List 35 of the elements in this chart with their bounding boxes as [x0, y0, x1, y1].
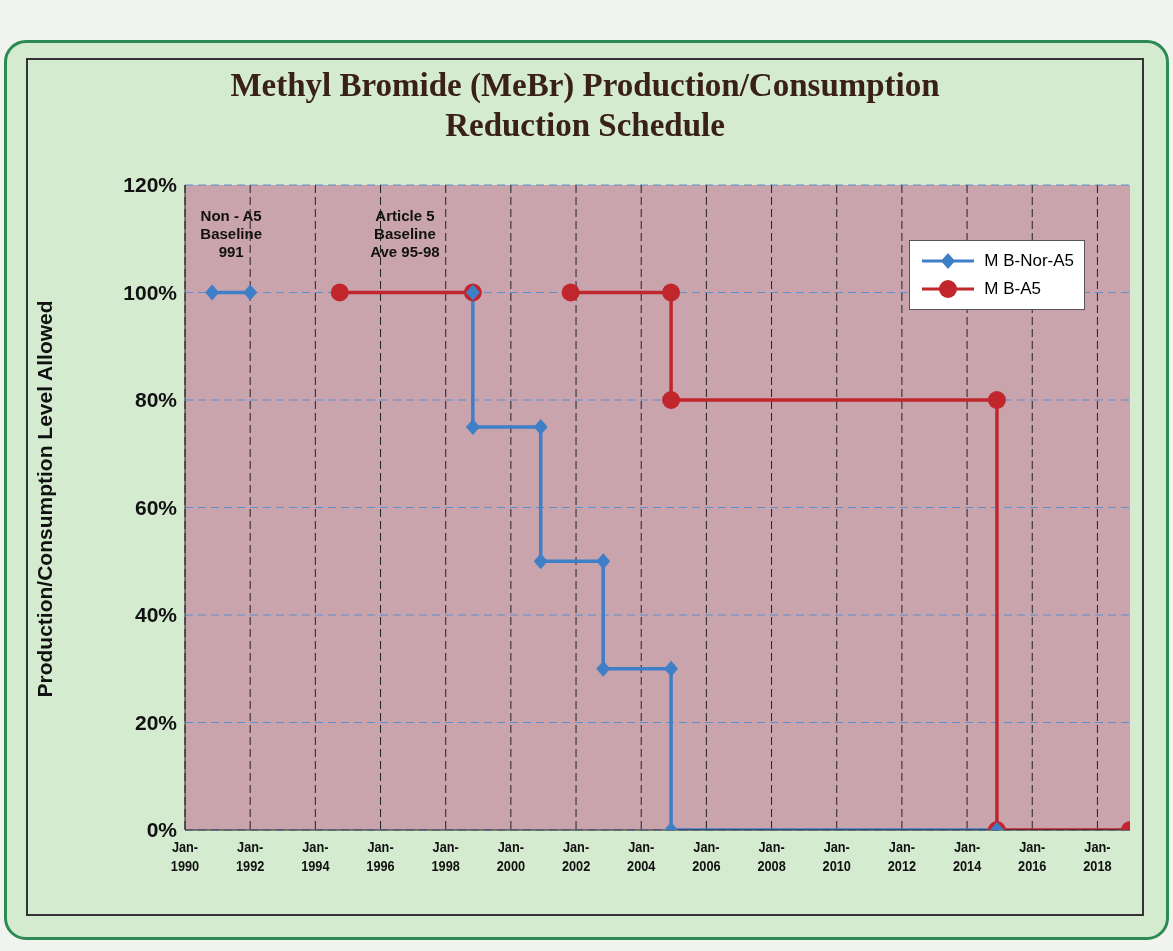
point	[662, 283, 681, 302]
y-tick-label: 120%	[123, 173, 178, 197]
y-tick-label: 20%	[134, 710, 178, 734]
y-tick-label: 40%	[134, 603, 178, 627]
x-tick-label: Jan-2008	[757, 837, 786, 875]
x-tick-label: Jan-1996	[366, 837, 395, 875]
x-tick-label: Jan-2012	[887, 837, 917, 875]
x-tick-label: Jan-2002	[561, 837, 591, 875]
x-tick-label: Jan-1992	[236, 837, 265, 875]
point	[205, 284, 220, 301]
point	[987, 391, 1006, 409]
x-tick-label: Jan-2014	[952, 837, 982, 875]
x-tick-label: Jan-2006	[692, 837, 721, 875]
legend-label: M B-Nor-A5	[984, 251, 1074, 271]
x-tick-label: Jan-2010	[822, 837, 852, 875]
x-tick-label: Jan-1994	[301, 837, 330, 875]
legend-label: M B-A5	[984, 279, 1041, 299]
x-tick-label: Jan-2000	[496, 837, 526, 875]
y-tick-label: 80%	[134, 388, 178, 412]
annotation: Non - A5 Baseline 991	[200, 206, 263, 260]
annotation: Article 5 Baseline Ave 95-98	[370, 206, 440, 260]
x-tick-label: Jan-2018	[1083, 837, 1112, 875]
point	[465, 418, 480, 435]
point	[330, 283, 349, 302]
point	[561, 283, 580, 302]
x-tick-label: Jan-2004	[627, 837, 656, 875]
point	[243, 284, 258, 301]
y-tick-label: 60%	[134, 495, 178, 519]
point	[533, 418, 548, 435]
point	[662, 391, 681, 409]
chart-title: Methyl Bromide (MeBr) Production/Consumption Reduction Schedule	[229, 66, 941, 145]
y-tick-label: 100%	[123, 280, 178, 304]
y-axis-title: Production/Consumption Level Allowed	[33, 300, 57, 698]
x-tick-label: Jan-1998	[431, 837, 461, 875]
x-tick-label: Jan-2016	[1018, 837, 1047, 875]
